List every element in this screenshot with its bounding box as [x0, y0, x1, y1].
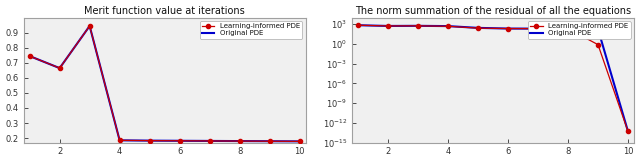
Learning-informed PDE [414, 25, 422, 27]
Learning-informed PDE [384, 25, 392, 27]
Learning-informed PDE [205, 140, 213, 142]
Learning-informed PDE [236, 140, 243, 142]
Learning-informed PDE [355, 24, 362, 26]
Learning-informed PDE [444, 25, 452, 27]
Learning-informed PDE [176, 140, 184, 142]
Line: Learning-informed PDE: Learning-informed PDE [28, 24, 301, 144]
Learning-informed PDE [296, 140, 303, 142]
Learning-informed PDE [56, 67, 63, 69]
Learning-informed PDE [116, 139, 124, 141]
Learning-informed PDE [474, 27, 482, 29]
Learning-informed PDE [504, 28, 512, 29]
Learning-informed PDE [26, 55, 33, 57]
Title: The norm summation of the residual of all the equations: The norm summation of the residual of al… [355, 6, 631, 16]
Learning-informed PDE [624, 130, 632, 132]
Learning-informed PDE [564, 28, 572, 30]
Learning-informed PDE [534, 28, 542, 30]
Title: Merit function value at iterations: Merit function value at iterations [84, 6, 245, 16]
Line: Learning-informed PDE: Learning-informed PDE [356, 23, 630, 133]
Learning-informed PDE [86, 25, 93, 27]
Learning-informed PDE [266, 140, 273, 142]
Legend: Learning-informed PDE, Original PDE: Learning-informed PDE, Original PDE [528, 21, 630, 39]
Legend: Learning-informed PDE, Original PDE: Learning-informed PDE, Original PDE [200, 21, 302, 39]
Learning-informed PDE [146, 140, 154, 142]
Learning-informed PDE [594, 44, 602, 46]
